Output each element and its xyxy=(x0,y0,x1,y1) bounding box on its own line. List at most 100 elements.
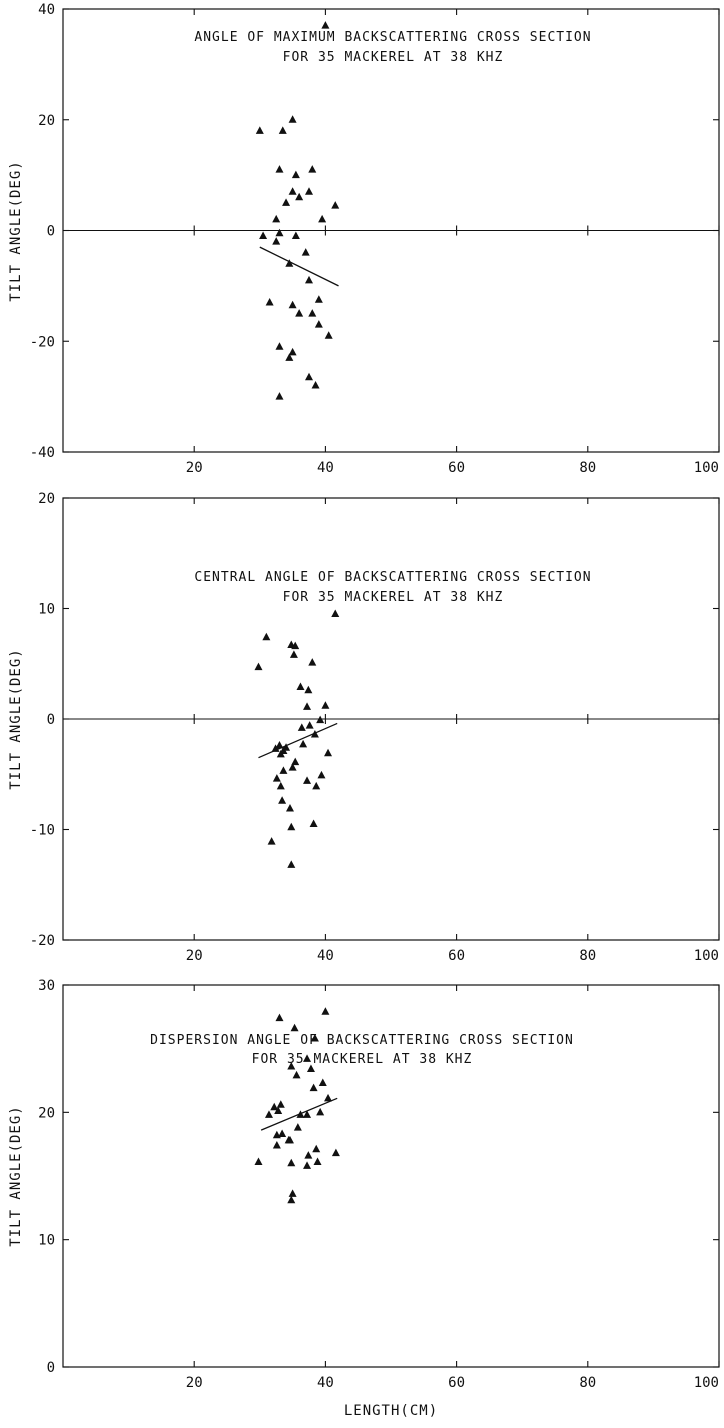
data-point xyxy=(331,609,340,618)
data-point xyxy=(288,347,297,356)
data-point xyxy=(316,715,325,724)
data-point xyxy=(288,115,297,123)
data-point xyxy=(331,1148,340,1157)
data-point xyxy=(305,187,313,195)
data-points xyxy=(254,609,340,868)
data-point xyxy=(264,1110,273,1118)
y-tick-label: 0 xyxy=(47,1360,55,1376)
data-point xyxy=(303,1161,312,1169)
x-tick-label: 60 xyxy=(448,1375,465,1391)
zero-line-group xyxy=(63,714,720,724)
data-point xyxy=(278,1129,287,1137)
x-tick-label: 40 xyxy=(317,460,334,476)
panel-central-angle: CENTRAL ANGLE OF BACKSCATTERING CROSS SE… xyxy=(8,491,720,964)
data-point xyxy=(309,1083,318,1092)
data-point xyxy=(279,766,288,774)
data-point xyxy=(275,342,284,350)
data-point xyxy=(305,275,313,284)
data-point xyxy=(295,309,304,317)
chart-subtitle: FOR 35 MACKEREL AT 38 KHZ xyxy=(283,50,504,65)
data-point xyxy=(276,781,285,790)
data-point xyxy=(275,741,284,749)
fit-line-group xyxy=(258,722,338,759)
data-point xyxy=(309,819,318,827)
data-point xyxy=(272,214,281,223)
data-point xyxy=(310,1033,319,1042)
data-point xyxy=(254,662,263,671)
data-point xyxy=(305,372,313,381)
data-point xyxy=(311,381,320,389)
y-tick-labels: -40 -20 0 20 40 xyxy=(30,2,55,461)
data-point xyxy=(304,1151,313,1159)
data-points xyxy=(255,21,340,400)
y-tick-label: 20 xyxy=(38,1105,55,1121)
y-axis-label: TILT ANGLE(DEG) xyxy=(8,160,24,301)
chart-subtitle: FOR 35 MACKEREL AT 38 KHZ xyxy=(252,1052,473,1067)
chart-title: DISPERSION ANGLE OF BACKSCATTERING CROSS… xyxy=(150,1033,574,1048)
data-point xyxy=(310,729,319,738)
fit-line-group xyxy=(259,246,339,287)
data-point xyxy=(301,248,310,256)
tick-marks xyxy=(63,497,720,941)
data-point xyxy=(255,126,264,134)
data-point xyxy=(259,231,268,240)
y-tick-label: -10 xyxy=(30,823,55,839)
data-point xyxy=(306,1064,315,1073)
tick-marks xyxy=(63,984,720,1368)
data-point xyxy=(318,1078,327,1087)
y-tick-labels: -20 -10 0 10 20 xyxy=(30,491,55,949)
y-axis-label: TILT ANGLE(DEG) xyxy=(8,1105,24,1246)
plot-frame xyxy=(62,984,720,1368)
x-tick-label: 100 xyxy=(694,948,719,964)
y-tick-label: -20 xyxy=(30,933,55,949)
x-tick-label: 40 xyxy=(317,948,334,964)
y-tick-label: 40 xyxy=(38,2,55,18)
y-tick-label: 10 xyxy=(38,602,55,618)
data-point xyxy=(287,860,296,868)
data-point xyxy=(278,796,287,804)
data-point xyxy=(303,1110,312,1118)
panel-maximum-angle: ANGLE OF MAXIMUM BACKSCATTERING CROSS SE… xyxy=(8,2,720,476)
data-point xyxy=(285,1135,294,1144)
data-point xyxy=(289,650,298,658)
y-tick-label: -40 xyxy=(30,445,55,461)
x-tick-labels: 20 40 60 80 100 xyxy=(186,460,719,476)
x-tick-label: 60 xyxy=(448,460,465,476)
x-tick-labels: 20 40 60 80 100 xyxy=(186,948,719,964)
regression-line xyxy=(259,246,339,287)
data-point xyxy=(308,165,317,173)
x-tick-labels: 20 40 60 80 100 xyxy=(186,1375,719,1391)
data-point xyxy=(288,300,297,309)
x-tick-label: 80 xyxy=(579,948,596,964)
data-point xyxy=(296,1110,305,1118)
data-point xyxy=(321,1007,330,1015)
data-point xyxy=(291,170,300,179)
data-point xyxy=(285,259,294,267)
data-point xyxy=(331,201,340,209)
data-point xyxy=(287,1195,296,1204)
data-point xyxy=(282,743,291,751)
y-tick-label: 20 xyxy=(38,491,55,507)
data-point xyxy=(303,1054,312,1062)
y-tick-label: 0 xyxy=(47,224,55,240)
x-tick-label: 20 xyxy=(186,460,203,476)
x-tick-label: 80 xyxy=(579,1375,596,1391)
data-point xyxy=(287,822,296,831)
data-point xyxy=(272,237,281,245)
x-tick-label: 100 xyxy=(694,1375,719,1391)
data-point xyxy=(308,658,317,666)
data-point xyxy=(308,309,317,317)
data-point xyxy=(288,187,297,195)
data-point xyxy=(282,198,291,206)
data-point xyxy=(287,1061,296,1070)
data-point xyxy=(305,721,314,729)
y-tick-label: 30 xyxy=(38,978,55,994)
x-tick-label: 20 xyxy=(186,1375,203,1391)
data-point xyxy=(276,749,285,758)
y-tick-label: 20 xyxy=(38,113,55,129)
data-point xyxy=(288,1189,297,1197)
data-point xyxy=(314,320,323,328)
x-axis-label: LENGTH(CM) xyxy=(344,1403,438,1419)
data-point xyxy=(265,297,274,306)
tick-marks xyxy=(63,8,720,453)
